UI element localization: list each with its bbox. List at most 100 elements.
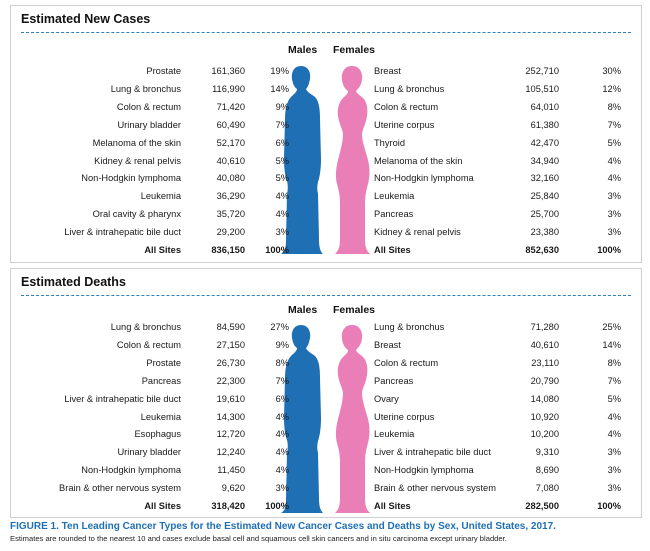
- table-row: Pancreas 22,300 7% Pancreas 20,790 7%: [11, 373, 641, 390]
- male-percent: 27%: [270, 322, 289, 332]
- divider: [21, 295, 631, 296]
- female-percent: 3%: [607, 483, 621, 494]
- male-percent: 7%: [275, 375, 289, 386]
- female-case-count: 20,790: [530, 375, 559, 386]
- male-site-name: Lung & bronchus: [110, 322, 181, 332]
- female-site-name: Non-Hodgkin lymphoma: [374, 173, 474, 184]
- male-site-name: Prostate: [146, 66, 181, 76]
- male-percent: 9%: [275, 339, 289, 350]
- deaths-panel: Estimated Deaths Males Females Lung & br…: [10, 268, 642, 518]
- female-site-name: Uterine corpus: [374, 411, 435, 422]
- female-site-name: Non-Hodgkin lymphoma: [374, 465, 474, 476]
- female-percent: 3%: [607, 447, 621, 458]
- female-case-count: 7,080: [535, 483, 559, 494]
- male-case-count: 12,240: [216, 447, 245, 458]
- male-site-name: Prostate: [146, 357, 181, 368]
- table-row: Oral cavity & pharynx 35,720 4% Pancreas 25,…: [11, 206, 641, 223]
- male-case-count: 29,200: [216, 227, 245, 238]
- female-percent: 7%: [607, 119, 621, 130]
- male-percent: 9%: [275, 101, 289, 112]
- table-row: Kidney & renal pelvis 40,610 5% Melanoma of…: [11, 153, 641, 170]
- female-site-name: Brain & other nervous system: [374, 483, 496, 494]
- male-case-count: 40,080: [216, 173, 245, 184]
- female-percent: 25%: [602, 322, 621, 332]
- male-case-count: 40,610: [216, 155, 245, 166]
- male-percent: 4%: [275, 411, 289, 422]
- males-header: Males: [288, 304, 318, 316]
- female-case-count: 852,630: [525, 245, 559, 255]
- female-case-count: 8,690: [535, 465, 559, 476]
- female-percent: 4%: [607, 411, 621, 422]
- male-site-name: Colon & rectum: [116, 339, 181, 350]
- male-site-name: Oral cavity & pharynx: [92, 209, 181, 220]
- caption-note: Estimates are rounded to the nearest 10 …: [10, 534, 507, 543]
- male-site-name: Brain & other nervous system: [59, 483, 181, 494]
- female-site-name: All Sites: [374, 245, 411, 255]
- male-percent: 8%: [275, 357, 289, 368]
- female-percent: 30%: [602, 66, 621, 76]
- male-case-count: 71,420: [216, 101, 245, 112]
- female-percent: 5%: [607, 393, 621, 404]
- male-site-name: Lung & bronchus: [110, 83, 181, 94]
- table-row: Liver & intrahepatic bile duct 29,200 3% Ki…: [11, 224, 641, 241]
- male-site-name: All Sites: [144, 245, 181, 255]
- male-percent: 3%: [275, 483, 289, 494]
- female-case-count: 23,110: [531, 357, 559, 368]
- female-percent: 3%: [607, 465, 621, 476]
- male-percent: 6%: [275, 137, 289, 148]
- female-site-name: Colon & rectum: [374, 357, 439, 368]
- male-case-count: 19,610: [216, 393, 245, 404]
- male-percent: 7%: [275, 119, 289, 130]
- panel-title: Estimated New Cases: [21, 12, 151, 26]
- male-percent: 4%: [275, 429, 289, 440]
- female-case-count: 25,700: [530, 209, 559, 220]
- female-site-name: Pancreas: [374, 375, 414, 386]
- male-case-count: 11,450: [217, 465, 245, 476]
- caption-title: FIGURE 1. Ten Leading Cancer Types for t…: [10, 521, 556, 532]
- total-row: All Sites 318,420 100% All Sites 282,500 100%: [11, 498, 641, 515]
- figure-caption: FIGURE 1. Ten Leading Cancer Types for t…: [10, 520, 645, 544]
- table-row: Colon & rectum 71,420 9% Colon & rectum 64,0…: [11, 99, 641, 116]
- male-site-name: Pancreas: [141, 375, 181, 386]
- table-row: Non-Hodgkin lymphoma 40,080 5% Non-Hodgkin …: [11, 170, 641, 187]
- female-site-name: Colon & rectum: [374, 101, 439, 112]
- table-row: Lung & bronchus 84,590 27% Lung & bronchus 7…: [11, 319, 641, 336]
- male-case-count: 116,990: [212, 83, 245, 94]
- table-row: Prostate 26,730 8% Colon & rectum 23,110 8%: [11, 355, 641, 372]
- male-case-count: 161,360: [211, 66, 245, 76]
- male-case-count: 60,490: [216, 119, 245, 130]
- female-case-count: 61,380: [530, 119, 559, 130]
- male-case-count: 318,420: [211, 501, 245, 511]
- table-row: Melanoma of the skin 52,170 6% Thyroid 42,47…: [11, 135, 641, 152]
- female-case-count: 10,920: [530, 411, 559, 422]
- female-site-name: Lung & bronchus: [374, 322, 445, 332]
- female-case-count: 32,160: [530, 173, 559, 184]
- female-case-count: 25,840: [530, 191, 559, 202]
- male-percent: 100%: [265, 501, 289, 511]
- male-percent: 14%: [270, 83, 289, 94]
- male-percent: 4%: [275, 191, 289, 202]
- male-site-name: All Sites: [144, 501, 181, 511]
- female-case-count: 9,310: [535, 447, 559, 458]
- female-case-count: 10,200: [530, 429, 559, 440]
- table-row: Brain & other nervous system 9,620 3% Brain…: [11, 480, 641, 497]
- female-percent: 4%: [607, 429, 621, 440]
- male-site-name: Non-Hodgkin lymphoma: [81, 173, 181, 184]
- panel-title: Estimated Deaths: [21, 275, 126, 289]
- female-percent: 7%: [607, 375, 621, 386]
- male-case-count: 836,150: [211, 245, 245, 255]
- female-percent: 100%: [597, 501, 621, 511]
- female-case-count: 40,610: [530, 339, 559, 350]
- female-site-name: Ovary: [374, 393, 399, 404]
- female-site-name: Lung & bronchus: [374, 83, 445, 94]
- male-case-count: 36,290: [216, 191, 245, 202]
- table-row: Urinary bladder 60,490 7% Uterine corpus 61,…: [11, 117, 641, 134]
- male-site-name: Kidney & renal pelvis: [94, 155, 181, 166]
- male-percent: 4%: [275, 209, 289, 220]
- male-case-count: 12,720: [216, 429, 245, 440]
- female-percent: 4%: [607, 173, 621, 184]
- total-row: All Sites 836,150 100% All Sites 852,630 100%: [11, 242, 641, 259]
- table-row: Lung & bronchus 116,990 14% Lung & bronchus…: [11, 81, 641, 98]
- female-site-name: Liver & intrahepatic bile duct: [374, 447, 491, 458]
- female-percent: 3%: [607, 191, 621, 202]
